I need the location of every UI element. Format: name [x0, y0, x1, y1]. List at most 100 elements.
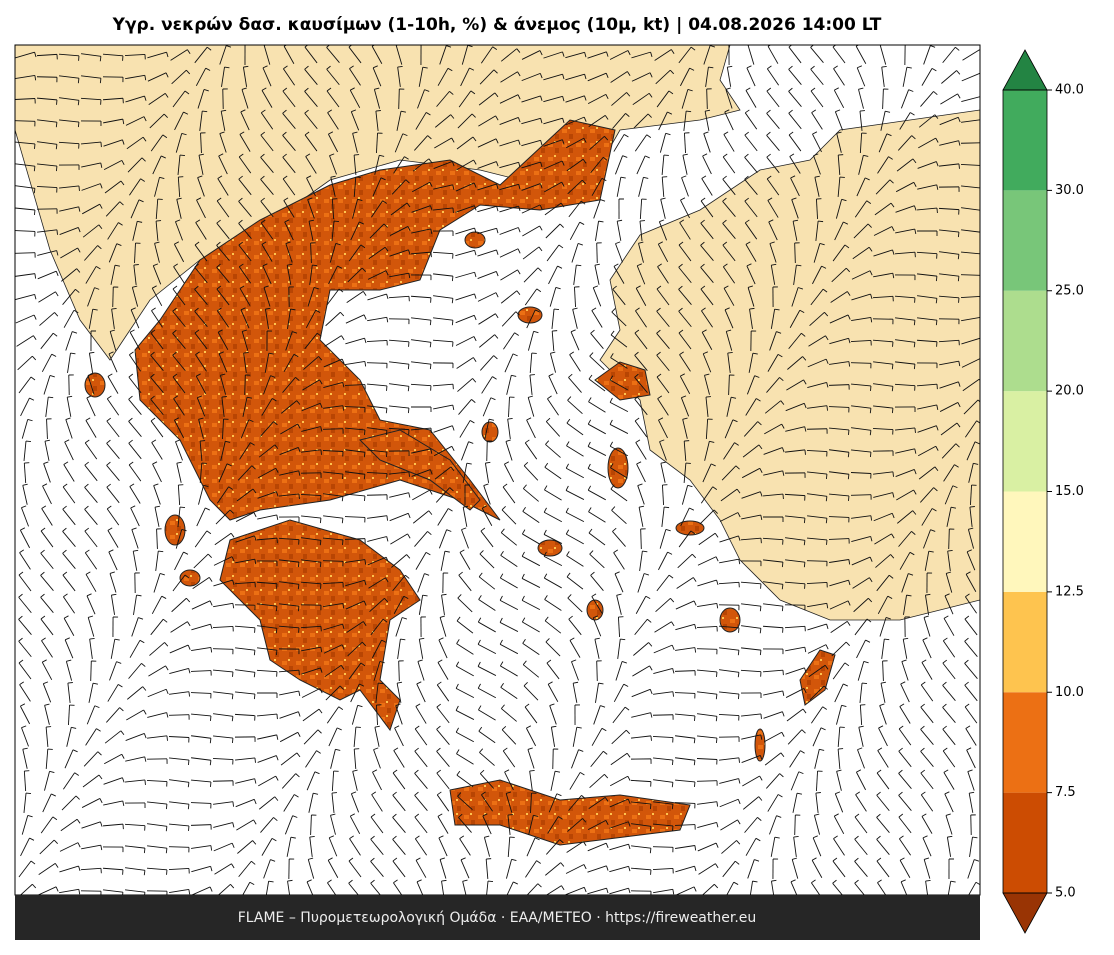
wind-barb-feather [342, 405, 345, 411]
wind-barb-feather [540, 161, 543, 168]
wind-barb [566, 555, 584, 567]
wind-barb-feather [610, 484, 615, 490]
wind-barb [815, 793, 819, 813]
wind-barb [697, 669, 717, 673]
wind-barb [741, 625, 761, 629]
wind-barb-feather [238, 153, 244, 158]
wind-barb-feather [441, 879, 447, 882]
wind-barb-feather [774, 308, 780, 311]
wind-barb [344, 384, 366, 386]
wind-barb [323, 623, 343, 631]
wind-barb-feather [628, 821, 631, 827]
wind-barb [831, 641, 847, 657]
wind-barb-feather [363, 452, 366, 458]
wind-barb [370, 838, 384, 856]
wind-barb-feather [150, 329, 156, 334]
wind-barb-feather [891, 533, 895, 539]
wind-barb [744, 222, 758, 240]
wind-barb-feather [914, 448, 917, 454]
wind-barb-feather [703, 131, 709, 134]
wind-barb [547, 816, 559, 834]
wind-barb-feather [844, 662, 850, 667]
wind-barb-feather [165, 804, 168, 810]
wind-barb-feather [348, 879, 353, 884]
wind-barb [521, 204, 541, 214]
wind-barb [653, 801, 673, 805]
wind-barb [530, 792, 532, 814]
wind-barb-feather [900, 879, 906, 883]
wind-barb-feather [950, 880, 956, 883]
wind-barb-feather [672, 668, 675, 674]
wind-barb-feather [591, 307, 597, 311]
wind-barb-feather [716, 579, 719, 586]
wind-barb [21, 815, 29, 835]
wind-barb [154, 507, 160, 527]
wind-barb [21, 727, 29, 747]
wind-barb [873, 512, 893, 522]
wind-barb-feather [856, 769, 862, 773]
wind-barb [479, 553, 495, 569]
wind-barb-feather [715, 863, 719, 869]
wind-barb [174, 551, 184, 571]
wind-barb-feather [85, 571, 91, 575]
wind-barb [635, 596, 647, 614]
wind-barb-feather [567, 594, 572, 599]
wind-barb-feather [408, 492, 411, 498]
wind-barb-feather [470, 90, 476, 95]
wind-barb [922, 837, 932, 857]
wind-barb-feather [218, 153, 224, 157]
wind-barb [437, 816, 449, 834]
wind-barb-feather [341, 473, 344, 480]
wind-barb [86, 705, 96, 725]
wind-barb [414, 750, 428, 768]
wind-barb-feather [294, 794, 299, 798]
wind-barb [349, 838, 361, 856]
wind-barb [829, 600, 849, 610]
footer-bar [15, 895, 980, 940]
wind-barb-feather [507, 814, 513, 816]
wind-barb-feather [270, 375, 276, 378]
wind-barb [173, 398, 185, 416]
island [517, 306, 543, 324]
wind-barb-feather [455, 727, 459, 733]
wind-barb [499, 139, 519, 147]
wind-barb [505, 793, 513, 813]
wind-barb [414, 816, 428, 834]
wind-barb-feather [238, 241, 244, 246]
wind-barb-feather [708, 66, 714, 69]
wind-barb [256, 537, 278, 541]
wind-barb-feather [474, 272, 477, 278]
wind-barb [875, 554, 891, 568]
wind-barb-feather [825, 496, 828, 502]
wind-barb-feather [436, 791, 442, 796]
wind-barb [680, 199, 690, 219]
wind-barb [15, 273, 35, 277]
wind-barb-feather [461, 527, 467, 531]
wind-barb-feather [803, 518, 806, 524]
wind-barb [567, 399, 583, 415]
wind-barb [543, 51, 563, 59]
wind-barb [155, 551, 159, 571]
wind-barb-feather [30, 860, 36, 865]
wind-barb-feather [116, 243, 122, 247]
wind-barb-feather [637, 263, 643, 267]
wind-barb-feather [605, 94, 609, 100]
wind-barb [499, 227, 519, 235]
wind-barb [920, 794, 934, 812]
wind-barb-feather [106, 483, 111, 488]
wind-barb [766, 113, 780, 129]
wind-barb [770, 837, 776, 857]
wind-barb-feather [429, 342, 432, 348]
wind-barb-feather [511, 858, 517, 862]
wind-barb-feather [382, 618, 388, 623]
wind-barb [696, 626, 718, 628]
wind-barb-feather [790, 879, 796, 883]
wind-barb [327, 882, 337, 895]
wind-barb-feather [32, 355, 37, 361]
wind-barb-feather [336, 727, 342, 731]
wind-barb [960, 296, 980, 299]
wind-barb [172, 333, 186, 349]
wind-barb [918, 114, 936, 128]
wind-barb-feather [153, 483, 159, 487]
wind-barb-feather [297, 584, 300, 590]
